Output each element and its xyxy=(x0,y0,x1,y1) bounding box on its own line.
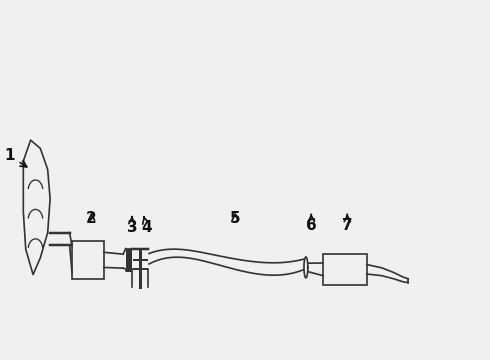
Bar xyxy=(323,253,367,285)
Text: 6: 6 xyxy=(306,215,317,233)
Text: 4: 4 xyxy=(141,217,152,235)
Text: 7: 7 xyxy=(342,215,353,233)
Text: 2: 2 xyxy=(86,211,97,226)
Text: 5: 5 xyxy=(230,211,241,226)
Bar xyxy=(72,241,104,279)
Text: 3: 3 xyxy=(126,217,137,235)
Text: 1: 1 xyxy=(4,148,27,167)
